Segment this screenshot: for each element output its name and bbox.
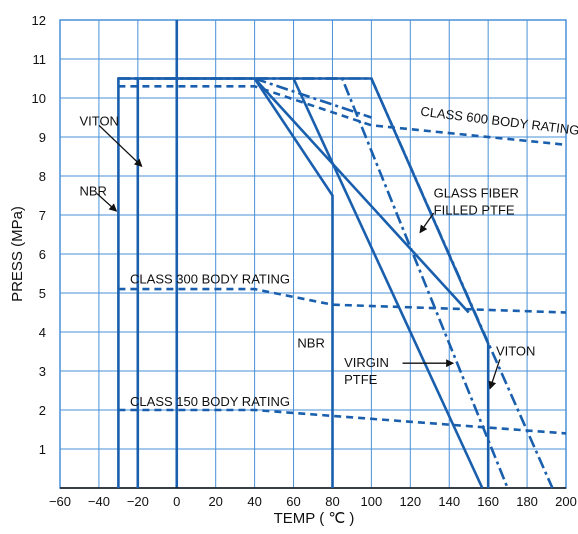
x-tick-label: 140 — [438, 494, 460, 509]
annotation-viton: VITON — [496, 343, 536, 358]
x-tick-label: 180 — [516, 494, 538, 509]
series-line — [253, 77, 470, 314]
y-tick-label: 9 — [39, 130, 46, 145]
annotation-arrow — [419, 212, 435, 234]
annotation-arrow — [488, 359, 501, 390]
y-tick-label: 12 — [32, 13, 46, 28]
y-tick-label: 6 — [39, 247, 46, 262]
y-tick-label: 2 — [39, 403, 46, 418]
x-tick-label: 200 — [555, 494, 577, 509]
x-tick-label: 80 — [325, 494, 339, 509]
annotation-arrow — [96, 193, 118, 212]
series-line-virgin-ptfe — [118, 77, 509, 489]
annotation-class-150-body-rating: CLASS 150 BODY RATING — [130, 394, 290, 409]
series-line-glass-fiber-filled-ptfe — [118, 77, 554, 489]
y-tick-label: 1 — [39, 442, 46, 457]
annotation-nbr: NBR — [79, 184, 106, 199]
x-tick-label: −40 — [88, 494, 110, 509]
x-tick-label: 120 — [399, 494, 421, 509]
x-tick-label: 60 — [286, 494, 300, 509]
x-tick-label: 40 — [247, 494, 261, 509]
tick-labels: −60 −40 −20 0 20 40 60 80 100 120 140 160 180 2001234… — [32, 13, 577, 509]
x-tick-label: −60 — [49, 494, 71, 509]
y-axis-label: PRESS (MPa) — [9, 206, 26, 302]
annotation-arrow — [98, 124, 143, 167]
series-line — [254, 77, 372, 119]
annotation-class-600-body-rating: CLASS 600 BODY RATING — [420, 104, 578, 138]
y-tick-label: 8 — [39, 169, 46, 184]
series-line-class-150-body-rating — [118, 408, 567, 435]
x-tick-label: 160 — [477, 494, 499, 509]
x-axis-label: TEMP ( ℃ ) — [274, 510, 355, 527]
series-layer — [117, 77, 567, 489]
annotation-virgin-ptfe: VIRGIN PTFE — [344, 355, 389, 387]
y-tick-label: 10 — [32, 91, 46, 106]
x-tick-label: 20 — [208, 494, 222, 509]
annotation-glass-fiber-filled-ptfe: GLASS FIBER FILLED PTFE — [434, 185, 519, 217]
annotation-class-300-body-rating: CLASS 300 BODY RATING — [130, 271, 290, 286]
series-line — [292, 77, 484, 489]
y-tick-label: 11 — [33, 52, 47, 67]
annotation-nbr: NBR — [297, 336, 324, 351]
x-tick-label: 100 — [361, 494, 383, 509]
y-tick-label: 5 — [39, 286, 46, 301]
x-tick-label: −20 — [127, 494, 149, 509]
annotation-viton: VITON — [79, 113, 119, 128]
y-tick-label: 4 — [39, 325, 46, 340]
x-tick-label: 0 — [173, 494, 180, 509]
y-tick-label: 7 — [39, 208, 46, 223]
series-line-class-600-body-rating — [118, 85, 567, 147]
y-tick-label: 3 — [39, 364, 46, 379]
grid — [59, 19, 567, 489]
annotations: VITON NBR CLASS 600 BODY RATING CLASS 300 B… — [79, 104, 578, 409]
